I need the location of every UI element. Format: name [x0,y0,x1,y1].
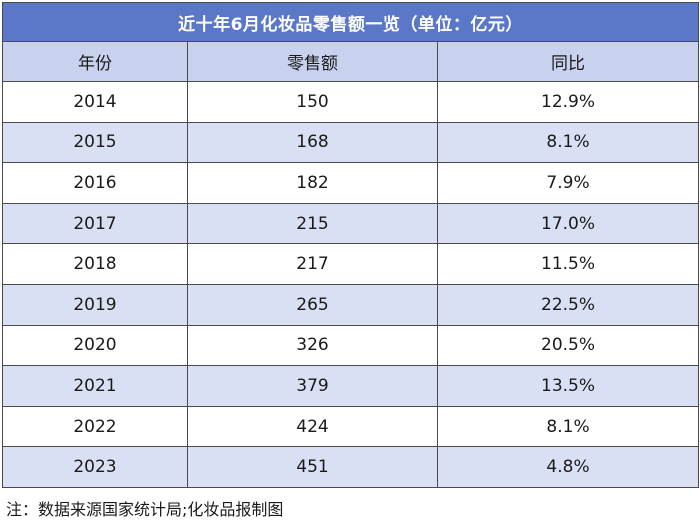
table-row: 2023 451 4.8% [2,446,700,488]
table-cell-year: 2017 [2,202,188,245]
table-row: 2015 168 8.1% [2,121,700,164]
table-cell-sales: 215 [187,202,438,245]
table-row: 2016 182 7.9% [2,162,700,204]
table-cell-yoy: 8.1% [436,405,700,448]
table-title: 近十年6月化妆品零售额一览（单位：亿元） [1,2,700,42]
table-cell-sales: 424 [187,405,438,448]
retail-table: 近十年6月化妆品零售额一览（单位：亿元） 年份 零售额 同比 2014 150 12… [1,2,700,488]
table-cell-yoy: 12.9% [436,81,700,123]
table-cell-yoy: 8.1% [436,121,700,164]
table-cell-year: 2021 [2,365,188,407]
table-cell-year: 2014 [2,81,188,123]
table-cell-yoy: 17.0% [436,202,700,245]
table-body: 2014 150 12.9% 2015 168 8.1% 2016 182 7.9% 2017 21… [2,81,700,488]
table-cell-year: 2022 [2,405,188,448]
table-cell-year: 2023 [2,446,188,488]
table-cell-sales: 150 [187,81,438,123]
header-row: 年份 零售额 同比 [2,41,700,82]
table-row: 2017 215 17.0% [2,202,700,245]
table-cell-yoy: 4.8% [436,446,700,488]
table-cell-year: 2016 [2,162,188,204]
table-cell-year: 2015 [2,121,188,164]
table-row: 2019 265 22.5% [2,283,700,326]
table-cell-year: 2018 [2,243,188,285]
table-cell-sales: 182 [187,162,438,204]
table-cell-yoy: 11.5% [436,243,700,285]
table-cell-sales: 326 [187,324,438,367]
table-cell-yoy: 22.5% [436,283,700,326]
table-row: 2021 379 13.5% [2,365,700,407]
table-cell-yoy: 13.5% [436,365,700,407]
table-cell-sales: 265 [187,283,438,326]
table-row: 2018 217 11.5% [2,243,700,285]
column-header-year: 年份 [2,41,188,82]
table-cell-year: 2020 [2,324,188,367]
table-row: 2014 150 12.9% [2,81,700,123]
table-cell-sales: 379 [187,365,438,407]
title-row: 近十年6月化妆品零售额一览（单位：亿元） [1,2,700,42]
table-row: 2022 424 8.1% [2,405,700,448]
table-cell-sales: 168 [187,121,438,164]
column-header-sales: 零售额 [187,41,438,82]
footnote: 注：数据来源国家统计局;化妆品报制图 [6,500,284,519]
table-cell-yoy: 7.9% [436,162,700,204]
table-cell-sales: 217 [187,243,438,285]
column-header-yoy: 同比 [436,41,700,82]
table-cell-sales: 451 [187,446,438,488]
table-row: 2020 326 20.5% [2,324,700,367]
table-cell-yoy: 20.5% [436,324,700,367]
table-cell-year: 2019 [2,283,188,326]
